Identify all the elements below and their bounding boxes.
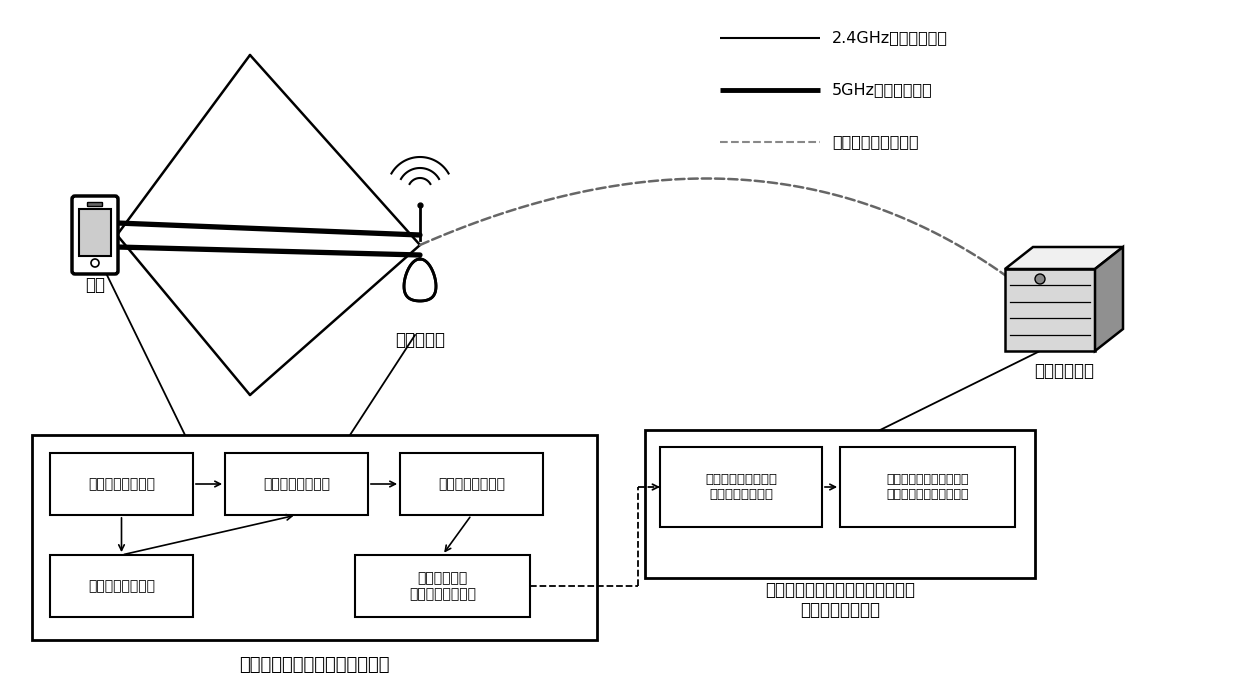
FancyBboxPatch shape xyxy=(355,555,529,617)
Text: 无线接入点: 无线接入点 xyxy=(396,331,445,349)
FancyBboxPatch shape xyxy=(839,447,1016,527)
Text: 多频点信号到达角和
传播时间接收模块: 多频点信号到达角和 传播时间接收模块 xyxy=(706,473,777,501)
FancyBboxPatch shape xyxy=(50,453,193,515)
FancyBboxPatch shape xyxy=(401,453,543,515)
FancyBboxPatch shape xyxy=(88,203,103,206)
Polygon shape xyxy=(1004,247,1123,269)
Text: 联合估计单元: 联合估计单元 xyxy=(1034,362,1094,380)
Text: 2.4GHz信号传播路径: 2.4GHz信号传播路径 xyxy=(832,31,949,45)
Polygon shape xyxy=(404,259,436,301)
FancyBboxPatch shape xyxy=(79,209,112,256)
Text: 多频点信号到达角和传播
时间联合估计和决策模块: 多频点信号到达角和传播 时间联合估计和决策模块 xyxy=(887,473,968,501)
FancyBboxPatch shape xyxy=(224,453,368,515)
FancyBboxPatch shape xyxy=(72,196,118,274)
FancyBboxPatch shape xyxy=(32,435,596,640)
Text: 用户: 用户 xyxy=(86,276,105,294)
FancyBboxPatch shape xyxy=(660,447,822,527)
Circle shape xyxy=(91,259,99,267)
Text: 回传至联合估计单元: 回传至联合估计单元 xyxy=(832,134,919,149)
FancyBboxPatch shape xyxy=(50,555,193,617)
Text: 多接入点用户到达角和传播时间的
联合信息处理模块: 多接入点用户到达角和传播时间的 联合信息处理模块 xyxy=(765,581,915,619)
Text: 用户信号接收模块: 用户信号接收模块 xyxy=(88,477,155,491)
FancyBboxPatch shape xyxy=(645,430,1035,578)
Text: 信号到达角和
传播时间估算模块: 信号到达角和 传播时间估算模块 xyxy=(409,571,476,601)
Text: 用户到达角和传播时间估计单元: 用户到达角和传播时间估计单元 xyxy=(239,656,389,674)
FancyBboxPatch shape xyxy=(1004,269,1095,351)
Text: 用户时偏补偿模块: 用户时偏补偿模块 xyxy=(263,477,330,491)
Polygon shape xyxy=(1095,247,1123,351)
Circle shape xyxy=(1035,274,1045,284)
Text: 5GHz信号传播路径: 5GHz信号传播路径 xyxy=(832,82,932,97)
Text: 用户时偏估计模块: 用户时偏估计模块 xyxy=(88,579,155,593)
Text: 用户信号重构模块: 用户信号重构模块 xyxy=(438,477,505,491)
